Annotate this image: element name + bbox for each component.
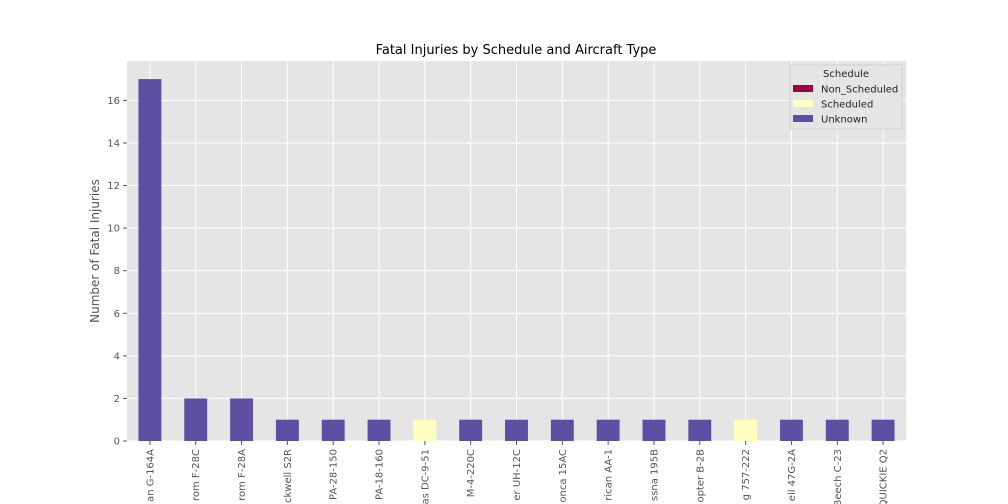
- legend-swatch: [793, 100, 813, 107]
- chart-title: Fatal Injuries by Schedule and Aircraft …: [376, 43, 657, 58]
- y-tick-label: 0: [114, 437, 120, 448]
- y-tick-label: 8: [114, 266, 120, 277]
- legend: Schedule Non_Scheduled Scheduled Unknown: [789, 64, 903, 130]
- bar-unknown: [871, 419, 895, 441]
- bar-unknown: [230, 398, 254, 441]
- legend-swatch: [793, 85, 813, 92]
- y-tick-label: 14: [107, 138, 120, 149]
- legend-title: Schedule: [823, 69, 869, 80]
- bar-unknown: [138, 79, 162, 441]
- bar-unknown: [550, 419, 574, 441]
- y-axis-ticks: 0 2 4 6 8 10 12 14 16: [107, 96, 127, 448]
- x-tick-label: rom F-28C: [191, 449, 202, 501]
- x-tick-label: M-4-220C: [466, 449, 477, 497]
- bar-unknown: [505, 419, 528, 441]
- x-tick-label: g 757-222: [741, 449, 752, 500]
- bar-unknown: [779, 419, 803, 441]
- x-tick-label: ssna 195B: [649, 449, 660, 501]
- legend-entry: Unknown: [821, 115, 867, 126]
- bar-unknown: [642, 419, 666, 441]
- y-tick-label: 4: [114, 351, 120, 362]
- x-tick-label: as DC-9-51: [420, 449, 431, 504]
- legend-entry: Scheduled: [821, 100, 873, 111]
- legend-entry: Non_Scheduled: [821, 85, 898, 96]
- bar-unknown: [688, 419, 712, 441]
- x-tick-label: er UH-12C: [512, 449, 523, 501]
- x-tick-label: PA-28-150: [329, 449, 340, 500]
- y-tick-label: 12: [107, 181, 120, 192]
- bar-unknown: [825, 419, 849, 441]
- y-axis-label: Number of Fatal Injuries: [88, 179, 102, 323]
- y-tick-label: 2: [114, 394, 120, 405]
- bar-unknown: [596, 419, 620, 441]
- bars: [138, 79, 895, 441]
- x-tick-label: onca 15AC: [558, 449, 569, 503]
- x-tick-label: ell 47G-2A: [787, 449, 798, 501]
- legend-swatch: [793, 115, 813, 122]
- x-tick-label: opter B-2B: [695, 449, 706, 503]
- bar-scheduled: [413, 419, 437, 441]
- y-tick-label: 6: [114, 309, 120, 320]
- x-tick-label: an G-164A: [145, 449, 156, 502]
- y-tick-label: 10: [107, 224, 120, 235]
- x-tick-label: rom F-28A: [237, 449, 248, 501]
- bar-unknown: [367, 419, 391, 441]
- bar-unknown: [275, 419, 299, 441]
- x-tick-label: ckwell S2R: [283, 449, 294, 503]
- x-tick-label: Beech C-23: [833, 449, 844, 504]
- bar-unknown: [459, 419, 483, 441]
- x-tick-label: PA-18-160: [375, 449, 386, 500]
- y-tick-label: 16: [107, 96, 120, 107]
- bar-unknown: [184, 398, 208, 441]
- x-tick-label: QUICKIE Q2: [879, 449, 890, 504]
- x-axis-ticks: an G-164A rom F-28C rom F-28A ckwell S2R PA-…: [145, 441, 890, 504]
- x-tick-label: rican AA-1: [604, 449, 615, 501]
- bar-unknown: [321, 419, 345, 441]
- bar-scheduled: [734, 419, 758, 441]
